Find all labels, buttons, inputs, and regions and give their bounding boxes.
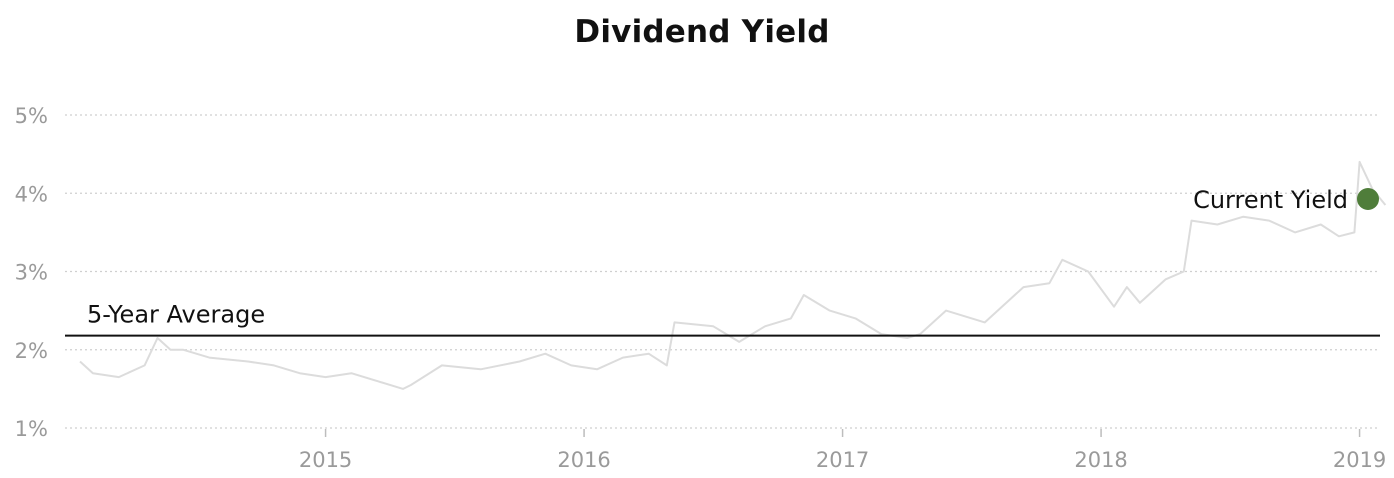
x-tick-label: 2018 (1074, 448, 1127, 472)
x-tick-label: 2016 (557, 448, 610, 472)
grid-lines (65, 114, 1380, 429)
x-tick-label: 2015 (299, 448, 352, 472)
x-axis-ticks: 2015 2016 2017 2018 2019 (299, 429, 1386, 472)
current-yield-dot (1357, 187, 1379, 210)
y-tick-label: 1% (15, 417, 48, 441)
chart-title: Dividend Yield (574, 14, 830, 50)
five-year-average: 5-Year Average (65, 301, 1380, 337)
y-tick-label: 3% (15, 261, 48, 285)
y-tick-label: 2% (15, 339, 48, 363)
y-axis-ticks: 1% 2% 3% 4% 5% (15, 104, 48, 441)
current-yield-label: Current Yield (1193, 186, 1348, 214)
yield-series (79, 160, 1387, 390)
y-tick-label: 4% (15, 182, 48, 206)
yield-line (79, 160, 1387, 390)
x-tick-label: 2017 (816, 448, 869, 472)
current-yield: Current Yield (1193, 186, 1379, 214)
y-tick-label: 5% (15, 104, 48, 128)
x-tick-label: 2019 (1333, 448, 1386, 472)
five-year-average-label: 5-Year Average (87, 301, 265, 329)
